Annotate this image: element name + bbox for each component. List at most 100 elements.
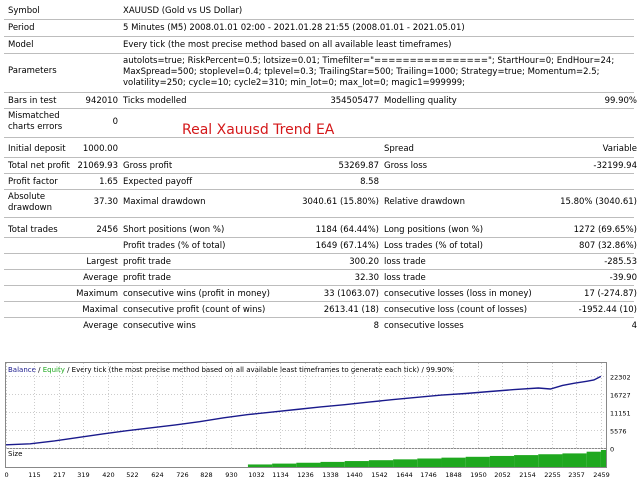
row-divider <box>4 157 634 158</box>
profit-trades-value: 1649 (67.14%) <box>315 241 379 251</box>
x-tick-label: 2052 <box>494 471 511 479</box>
average-profit-value: 32.30 <box>354 273 379 283</box>
mismatched-label-line2: charts errors <box>8 122 63 132</box>
average-consecutive-label: Average <box>83 321 118 331</box>
maximal-drawdown-value: 3040.61 (15.80%) <box>302 197 379 207</box>
max-consecutive-losses-value: 17 (-274.87) <box>584 289 637 299</box>
largest-profit-label: profit trade <box>123 257 171 267</box>
row-divider <box>4 317 634 318</box>
x-tick-label: 2459 <box>593 471 610 479</box>
average-consecutive-losses-label: consecutive losses <box>384 321 464 331</box>
average-label: Average <box>83 273 118 283</box>
size-bar <box>272 463 297 467</box>
x-tick-label: 828 <box>200 471 212 479</box>
row-divider <box>4 53 634 54</box>
parameters-value: autolots=true; RiskPercent=0.5; lotsize=… <box>123 56 615 88</box>
size-bar <box>489 455 515 467</box>
size-bar <box>393 459 418 467</box>
row-divider <box>4 92 634 93</box>
y-tick-label: 16727 <box>610 392 631 400</box>
mismatched-value: 0 <box>112 117 118 127</box>
parameters-label: Parameters <box>8 66 57 76</box>
average-loss-label: loss trade <box>384 273 426 283</box>
relative-drawdown-value: 15.80% (3040.61) <box>560 197 637 207</box>
max-consecutive-wins-value: 33 (1063.07) <box>323 289 379 299</box>
gross-profit-value: 53269.87 <box>338 161 379 171</box>
legend-balance: Balance <box>8 366 36 374</box>
profit-factor-label: Profit factor <box>8 177 58 187</box>
spread-value: Variable <box>602 144 637 154</box>
x-tick-label: 1542 <box>371 471 388 479</box>
short-positions-label: Short positions (won %) <box>123 225 225 235</box>
x-tick-label: 0 <box>5 471 9 479</box>
total-trades-value: 2456 <box>96 225 118 235</box>
x-tick-label: 1338 <box>322 471 339 479</box>
max-consecutive-losses-label: consecutive losses (loss in money) <box>384 289 532 299</box>
x-tick-label: 1134 <box>272 471 289 479</box>
size-bar <box>538 454 563 467</box>
row-divider <box>4 269 634 270</box>
row-divider <box>4 173 634 174</box>
x-tick-label: 1746 <box>420 471 437 479</box>
y-tick-label: 11151 <box>610 410 631 418</box>
relative-drawdown-label: Relative drawdown <box>384 197 465 207</box>
symbol-label: Symbol <box>8 6 40 16</box>
row-divider <box>4 237 634 238</box>
size-bar <box>441 457 466 467</box>
maximal-consecutive-loss-label: consecutive loss (count of losses) <box>384 305 528 315</box>
balance-chart: Balance / Equity / Every tick (the most … <box>5 362 635 480</box>
loss-trades-value: 807 (32.86%) <box>579 241 637 251</box>
gross-loss-label: Gross loss <box>384 161 428 171</box>
x-tick-label: 624 <box>151 471 163 479</box>
period-value: 5 Minutes (M5) 2008.01.01 02:00 - 2021.0… <box>123 23 465 33</box>
average-profit-label: profit trade <box>123 273 171 283</box>
largest-label: Largest <box>86 257 118 267</box>
absolute-drawdown-label-line1: Absolute <box>8 192 46 202</box>
y-tick-label: 0 <box>610 446 614 454</box>
x-tick-label: 1236 <box>297 471 314 479</box>
size-bar <box>562 453 587 467</box>
row-divider <box>4 189 634 190</box>
size-bar <box>247 464 273 467</box>
max-consecutive-wins-label: consecutive wins (profit in money) <box>123 289 270 299</box>
x-tick-label: 1950 <box>470 471 487 479</box>
y-tick-label: 5576 <box>610 428 627 436</box>
maximal-drawdown-label: Maximal drawdown <box>123 197 206 207</box>
initial-deposit-value: 1000.00 <box>82 144 118 154</box>
size-bar <box>417 458 442 467</box>
watermark-text: Real Xauusd Trend EA <box>182 122 335 138</box>
period-label: Period <box>8 23 35 33</box>
ticks-modelled-label: Ticks modelled <box>123 96 187 106</box>
largest-profit-value: 300.20 <box>349 257 379 267</box>
maximal-consecutive-profit-label: consecutive profit (count of wins) <box>123 305 266 315</box>
average-consecutive-wins-label: consecutive wins <box>123 321 196 331</box>
profit-trades-label: Profit trades (% of total) <box>123 241 226 251</box>
x-tick-label: 1032 <box>248 471 265 479</box>
maximal-consecutive-loss-value: -1952.44 (10) <box>578 305 637 315</box>
x-tick-label: 2357 <box>568 471 585 479</box>
x-tick-label: 217 <box>53 471 65 479</box>
legend-separator: / <box>36 366 43 374</box>
model-label: Model <box>8 40 34 50</box>
initial-deposit-label: Initial deposit <box>8 144 66 154</box>
legend-equity: Equity <box>43 366 65 374</box>
mismatched-label-line1: Mismatched <box>8 111 60 121</box>
total-net-profit-value: 21069.93 <box>77 161 118 171</box>
x-tick-label: 522 <box>126 471 138 479</box>
symbol-value: XAUUSD (Gold vs US Dollar) <box>123 6 243 16</box>
x-tick-label: 1644 <box>396 471 413 479</box>
x-tick-label: 1848 <box>445 471 462 479</box>
modelling-quality-label: Modelling quality <box>384 96 457 106</box>
average-loss-value: -39.90 <box>609 273 637 283</box>
average-consecutive-wins-value: 8 <box>373 321 379 331</box>
x-tick-label: 726 <box>176 471 188 479</box>
legend-description: / Every tick (the most precise method ba… <box>65 366 453 374</box>
x-tick-label: 319 <box>77 471 89 479</box>
absolute-drawdown-value: 37.30 <box>93 197 118 207</box>
profit-factor-value: 1.65 <box>99 177 118 187</box>
x-tick-label: 420 <box>102 471 114 479</box>
row-divider <box>4 137 634 138</box>
largest-loss-label: loss trade <box>384 257 426 267</box>
loss-trades-label: Loss trades (% of total) <box>384 241 483 251</box>
row-divider <box>4 217 634 218</box>
